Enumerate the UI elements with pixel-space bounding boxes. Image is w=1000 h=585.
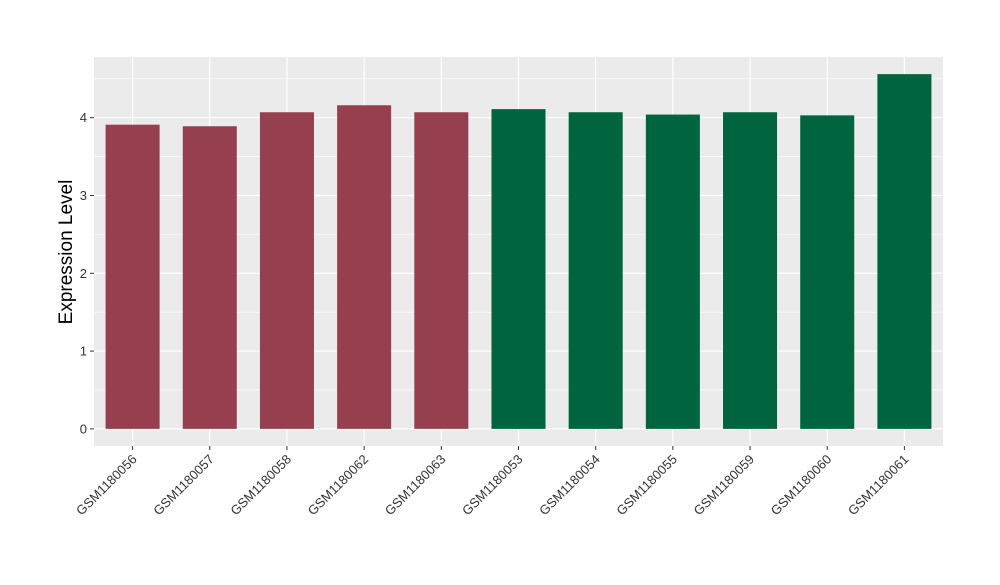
bars (105, 74, 932, 429)
x-tick-label: GSM1180057 (150, 452, 217, 519)
x-tick-label: GSM1180062 (305, 452, 372, 519)
bar (568, 112, 623, 429)
x-tick-label: GSM1180060 (768, 452, 835, 519)
bar (414, 112, 469, 429)
bar (337, 105, 392, 429)
x-tick-label: GSM1180063 (382, 452, 449, 519)
x-axis-ticks: GSM1180056 GSM1180057 GSM1180058 GSM1180062… (73, 446, 912, 519)
y-axis-title: Expression Level (56, 180, 77, 325)
y-tick-label: 0 (80, 421, 87, 436)
y-tick-label: 3 (80, 188, 87, 203)
bar (800, 115, 855, 429)
bar (182, 126, 237, 429)
bar (877, 74, 932, 429)
x-tick-label: GSM1180053 (459, 452, 526, 519)
x-tick-label: GSM1180058 (227, 452, 294, 519)
bar (491, 109, 546, 429)
x-tick-label: GSM1180054 (536, 452, 603, 519)
bar (645, 114, 700, 429)
y-tick-label: 1 (80, 344, 87, 359)
x-tick-label: GSM1180061 (845, 452, 912, 519)
y-axis-ticks: 0 1 2 3 4 (80, 110, 94, 436)
x-tick-label: GSM1180059 (691, 452, 758, 519)
y-tick-label: 4 (80, 110, 87, 125)
bar (105, 124, 160, 429)
bar (723, 112, 778, 429)
x-tick-label: GSM1180055 (613, 452, 680, 519)
x-tick-label: GSM1180056 (73, 452, 140, 519)
bar (259, 112, 314, 429)
y-tick-label: 2 (80, 266, 87, 281)
